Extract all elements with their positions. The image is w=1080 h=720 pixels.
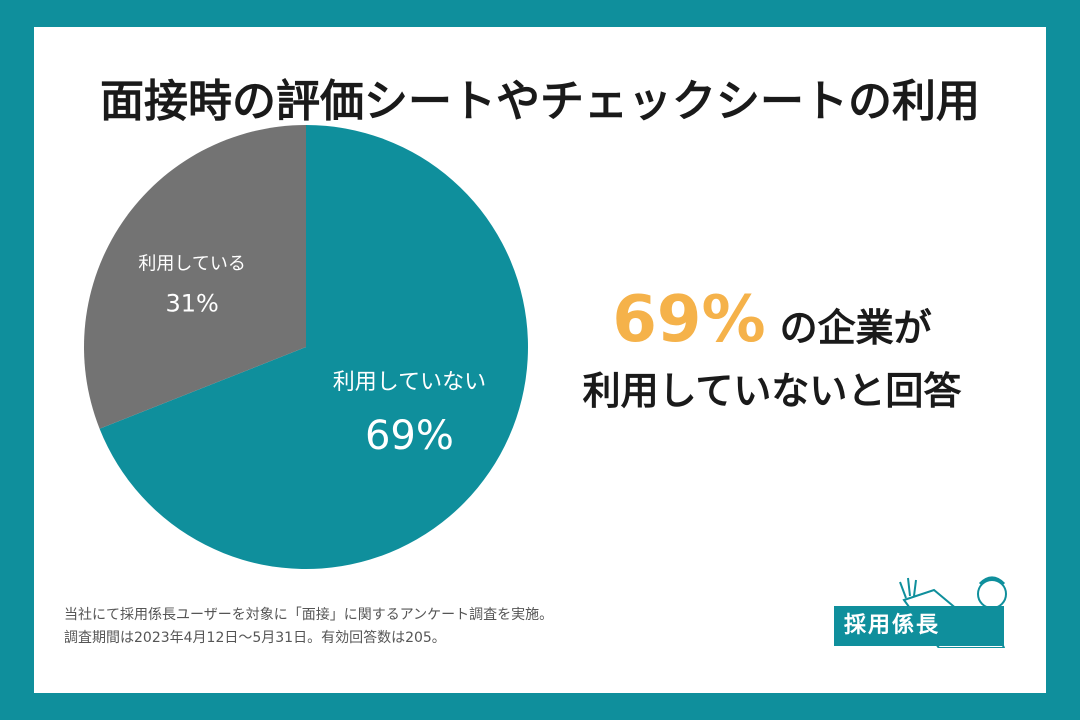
footnote-line1: 当社にて採用係長ユーザーを対象に「面接」に関するアンケート調査を実施。: [64, 607, 554, 623]
slice-value-1: 31%: [165, 290, 218, 318]
card: 面接時の評価シートやチェックシートの利用 利用していない 69% 利用している 31%…: [34, 27, 1046, 693]
pie-slice-1: [83, 125, 306, 429]
callout: 69% の企業が 利用していないと回答: [522, 285, 1022, 419]
callout-line1: 69% の企業が: [522, 285, 1022, 363]
slice-label-0: 利用していない: [333, 370, 486, 395]
pie-slice-0: [99, 125, 528, 569]
callout-percent: 69%: [612, 283, 766, 357]
chart-title: 面接時の評価シートやチェックシートの利用: [100, 76, 980, 127]
logo-text: 採用係長: [834, 606, 1004, 646]
slice-label-1: 利用している: [138, 254, 245, 275]
callout-line1-text: の企業が: [779, 306, 932, 350]
slice-value-0: 69%: [365, 413, 454, 459]
brand-logo: 採用係長: [834, 570, 1012, 648]
footnote-line2: 調査期間は2023年4月12日〜5月31日。有効回答数は205。: [64, 630, 446, 646]
callout-line2: 利用していないと回答: [582, 369, 962, 413]
footnote: 当社にて採用係長ユーザーを対象に「面接」に関するアンケート調査を実施。 調査期間…: [64, 604, 764, 650]
pie-chart: 利用していない 69% 利用している 31%: [83, 125, 528, 569]
